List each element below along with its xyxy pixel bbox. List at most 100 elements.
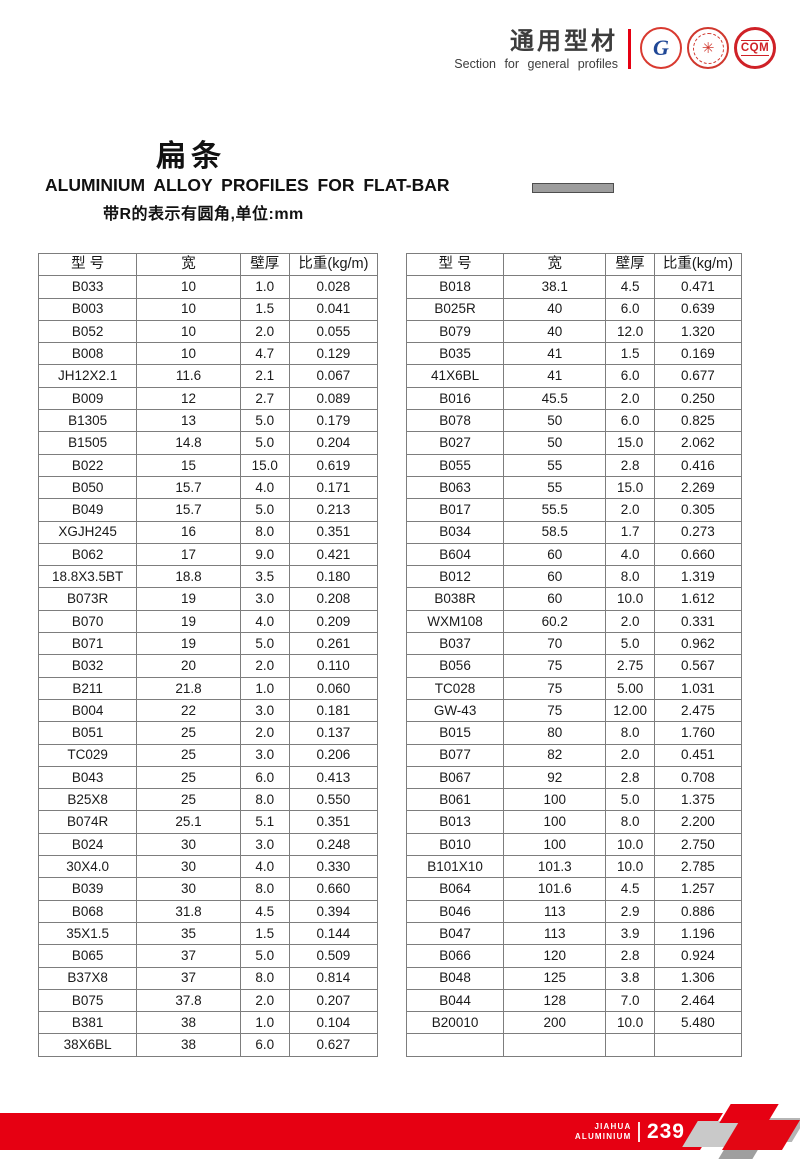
cell-wall-thickness: 2.0 (605, 386, 655, 411)
cell-model: TC028 (405, 676, 505, 700)
cell-weight: 2.062 (653, 431, 743, 455)
cell-wall-thickness: 8.0 (605, 810, 655, 834)
cell-model: B044 (405, 988, 505, 1013)
cell-model: B20010 (405, 1011, 505, 1035)
cell-width: 120 (503, 944, 607, 968)
cell-width: 10 (136, 342, 241, 366)
table-row: B012 60 8.0 1.319 (405, 565, 743, 589)
brand-divider (638, 1122, 640, 1142)
table-row: B010 100 10.0 2.750 (405, 832, 743, 857)
cell-wall-thickness: 6.0 (239, 1033, 290, 1057)
cell-wall-thickness: 6.0 (605, 297, 655, 321)
page-title-zh: 扁条 (156, 140, 226, 173)
table-row: B1505 14.8 5.0 0.204 (37, 431, 379, 455)
cell-width: 38 (136, 1033, 241, 1057)
cell-wall-thickness: 6.0 (239, 765, 290, 790)
table-row: TC028 75 5.00 1.031 (405, 676, 743, 700)
cell-weight: 0.886 (653, 899, 743, 923)
cell-weight: 0.627 (288, 1033, 379, 1057)
cell-width: 101.6 (503, 877, 607, 901)
table-row: B016 45.5 2.0 0.250 (405, 386, 743, 411)
cell-wall-thickness: 4.5 (605, 877, 655, 901)
column-header-weight: 比重(kg/m) (653, 252, 743, 277)
cell-model: B024 (37, 832, 138, 857)
table-row: B004 22 3.0 0.181 (37, 698, 379, 723)
cell-wall-thickness: 10.0 (605, 832, 655, 857)
table-row: B024 30 3.0 0.248 (37, 832, 379, 857)
table-row: B055 55 2.8 0.416 (405, 453, 743, 477)
cell-wall-thickness: 6.0 (605, 364, 655, 388)
cell-weight: 0.179 (288, 409, 379, 433)
unit-note: 带R的表示有圆角,单位:mm (103, 206, 304, 223)
section-title-zh: 通用型材 (510, 28, 618, 55)
cell-model: B074R (37, 810, 138, 834)
table-header-left: 型 号宽壁厚 比重(kg/m) (37, 252, 379, 277)
cell-weight: 1.320 (653, 319, 743, 344)
table-row: B025R 40 6.0 0.639 (405, 297, 743, 321)
table-row: B013 100 8.0 2.200 (405, 810, 743, 834)
cell-width (503, 1033, 607, 1057)
cell-width: 25 (136, 743, 241, 767)
cell-model: B071 (37, 632, 138, 656)
cell-weight: 0.351 (288, 810, 379, 834)
cell-weight: 0.213 (288, 498, 379, 522)
cell-wall-thickness: 1.0 (239, 1011, 290, 1035)
cell-weight: 0.169 (653, 342, 743, 366)
cell-model: 38X6BL (37, 1033, 138, 1057)
cell-wall-thickness: 8.0 (239, 966, 290, 990)
cell-model: B064 (405, 877, 505, 901)
cell-model: B068 (37, 899, 138, 923)
cell-model: B062 (37, 542, 138, 567)
cell-width: 11.6 (136, 364, 241, 388)
table-row: B604 60 4.0 0.660 (405, 542, 743, 567)
cell-wall-thickness: 15.0 (239, 453, 290, 477)
brand-line2: ALUMINIUM (574, 1131, 632, 1141)
table-row: JH12X2.1 11.6 2.1 0.067 (37, 364, 379, 388)
cell-model (405, 1033, 505, 1057)
cell-wall-thickness: 2.9 (605, 899, 655, 923)
column-header-model: 型 号 (37, 252, 138, 277)
cell-wall-thickness: 8.0 (239, 877, 290, 901)
cell-model: B048 (405, 966, 505, 990)
cell-model: JH12X2.1 (37, 364, 138, 388)
cell-wall-thickness: 10.0 (605, 855, 655, 879)
cell-wall-thickness: 1.5 (239, 921, 290, 946)
cell-width: 10 (136, 275, 241, 299)
cell-wall-thickness: 3.0 (239, 698, 290, 723)
cell-width: 15.7 (136, 498, 241, 522)
brand-name: JIAHUA ALUMINIUM (575, 1122, 632, 1141)
cell-weight: 0.471 (653, 275, 743, 299)
cell-model: B012 (405, 565, 505, 589)
cell-weight: 0.567 (653, 654, 743, 678)
cell-weight: 0.421 (288, 542, 379, 567)
table-row: B077 82 2.0 0.451 (405, 743, 743, 767)
cell-weight: 0.104 (288, 1011, 379, 1035)
cell-width: 25 (136, 721, 241, 745)
table-row: B038R 60 10.0 1.612 (405, 587, 743, 611)
table-row: B061 100 5.0 1.375 (405, 788, 743, 812)
column-header-weight: 比重(kg/m) (288, 252, 379, 277)
cell-model: B079 (405, 319, 505, 344)
cell-model: B016 (405, 386, 505, 411)
cell-weight: 2.464 (653, 988, 743, 1013)
table-row: B044 128 7.0 2.464 (405, 988, 743, 1013)
gb-logo-glyph: G (653, 35, 669, 60)
cell-model: B015 (405, 721, 505, 745)
cell-wall-thickness: 5.0 (239, 431, 290, 455)
column-header-model: 型 号 (405, 252, 505, 277)
table-row: B211 21.8 1.0 0.060 (37, 676, 379, 700)
cell-width: 125 (503, 966, 607, 990)
cqm-logo-glyph: CQM (740, 40, 770, 56)
cell-model: B1505 (37, 431, 138, 455)
cell-model: B032 (37, 654, 138, 678)
section-title-en: Section for general profiles (454, 57, 618, 72)
cell-width: 55.5 (503, 498, 607, 522)
cell-weight: 0.110 (288, 654, 379, 678)
cell-model: 35X1.5 (37, 921, 138, 946)
column-header-wall-thickness: 壁厚 (605, 252, 655, 277)
cell-wall-thickness: 1.0 (239, 275, 290, 299)
table-header-right: 型 号宽壁厚 比重(kg/m) (405, 252, 743, 277)
table-row: B20010 200 10.0 5.480 (405, 1011, 743, 1035)
cell-width: 37 (136, 944, 241, 968)
table-row: 30X4.0 30 4.0 0.330 (37, 855, 379, 879)
